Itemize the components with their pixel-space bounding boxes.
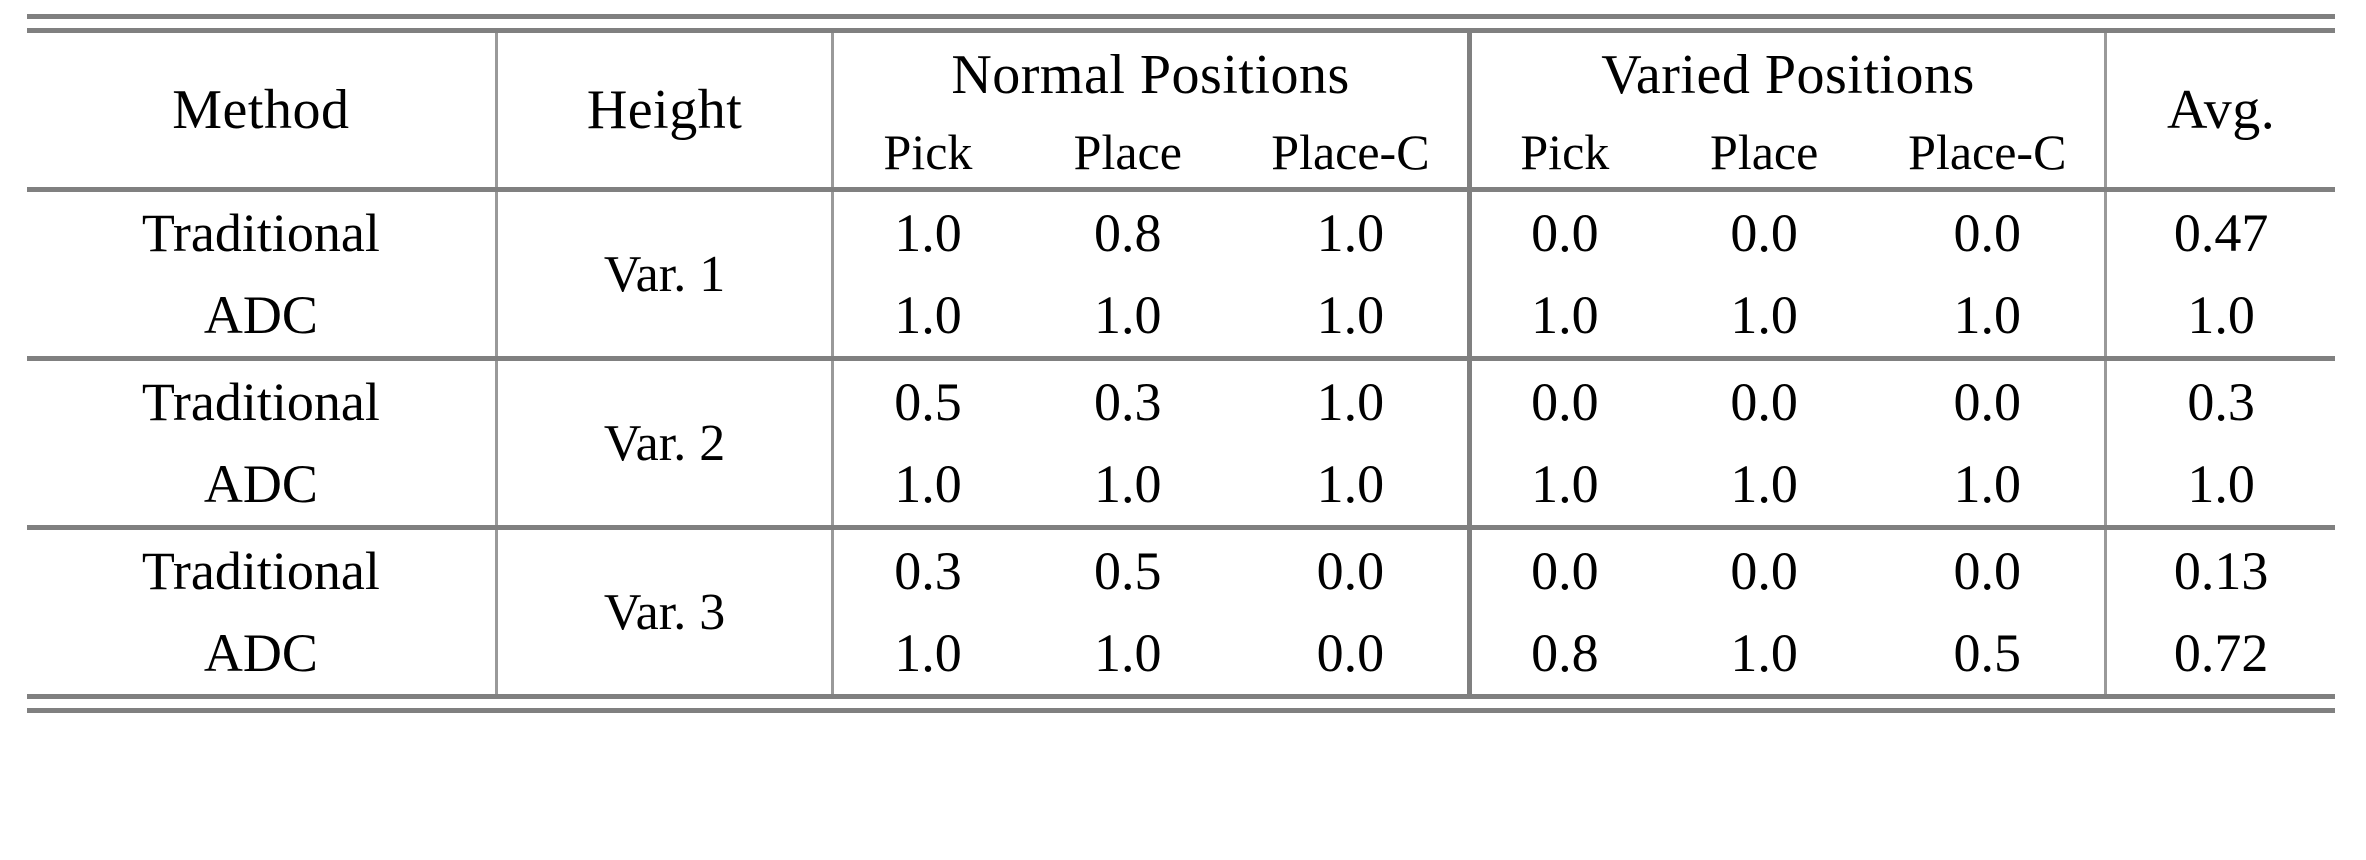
table-bottom-rule-inner <box>27 694 2335 699</box>
cell-normal-place: 0.3 <box>1021 356 1235 443</box>
cell-normal-place: 0.5 <box>1021 525 1235 612</box>
column-header-avg: Avg. <box>2166 79 2276 141</box>
cell-varied-pick: 1.0 <box>1531 285 1599 345</box>
table-row: ADC 1.0 1.0 1.0 1.0 1.0 1.0 1.0 <box>27 274 2335 359</box>
table-top-rule-outer <box>27 14 2335 19</box>
table-row: Traditional Var. 3 0.3 0.5 0.0 0.0 0.0 0… <box>27 525 2335 694</box>
cell-varied-place: 1.0 <box>1730 623 1798 683</box>
cell-method: Traditional <box>27 525 498 612</box>
cell-normal-place-c: 0.0 <box>1234 612 1472 694</box>
column-header-varied-place-c: Place-C <box>1870 117 2108 190</box>
table-row: ADC 1.0 1.0 1.0 1.0 1.0 1.0 1.0 <box>27 443 2335 528</box>
cell-method: Traditional <box>27 356 498 443</box>
column-group-header-varied-positions: Varied Positions <box>1469 33 2108 117</box>
cell-avg: 0.13 <box>2105 525 2335 612</box>
header-sub-row: Pick Place Place-C Pick Place Place-C <box>27 117 2335 190</box>
cell-normal-pick: 0.5 <box>832 356 1022 443</box>
cell-normal-place: 0.8 <box>1021 187 1235 274</box>
table-bottom-rule-gap <box>27 699 2335 708</box>
cell-method: ADC <box>27 443 498 528</box>
header-group-row: Method Height Normal Positions Varied Po… <box>27 33 2335 190</box>
column-header-varied-place: Place <box>1710 124 1819 180</box>
cell-height: Var. 2 <box>496 356 835 528</box>
table-header: Method Height Normal Positions Varied Po… <box>27 33 2335 190</box>
cell-height: Var. 3 <box>496 525 835 694</box>
cell-normal-place-c: 1.0 <box>1234 356 1472 443</box>
cell-varied-pick: 0.0 <box>1469 187 1658 274</box>
column-header-height: Height <box>496 33 835 190</box>
cell-normal-pick: 1.0 <box>894 454 962 514</box>
table-row: Traditional Var. 1 1.0 0.8 1.0 0.0 0.0 0… <box>27 187 2335 359</box>
cell-normal-place-c: 1.0 <box>1234 274 1472 359</box>
column-header-normal-place-c: Place-C <box>1234 117 1472 190</box>
cell-varied-pick: 0.0 <box>1469 525 1658 612</box>
cell-varied-place: 0.0 <box>1657 356 1871 443</box>
cell-normal-pick: 1.0 <box>894 623 962 683</box>
table-body: Traditional Var. 1 1.0 0.8 1.0 0.0 0.0 0… <box>27 187 2335 694</box>
cell-varied-place-c: 1.0 <box>1870 274 2108 359</box>
table-top-rule-inner <box>27 28 2335 33</box>
cell-normal-pick: 1.0 <box>832 187 1022 274</box>
cell-method: ADC <box>27 612 498 694</box>
cell-avg: 0.3 <box>2105 356 2335 443</box>
cell-method: Traditional <box>27 187 498 274</box>
table-bottom-rule-outer <box>27 708 2335 713</box>
column-header-varied-pick: Pick <box>1520 124 1610 180</box>
cell-normal-pick: 1.0 <box>894 285 962 345</box>
cell-avg: 1.0 <box>2187 454 2255 514</box>
cell-normal-place: 1.0 <box>1094 454 1162 514</box>
cell-avg: 1.0 <box>2187 285 2255 345</box>
cell-varied-place: 1.0 <box>1730 285 1798 345</box>
cell-method: ADC <box>27 274 498 359</box>
cell-varied-place-c: 0.0 <box>1870 356 2108 443</box>
cell-normal-place-c: 0.0 <box>1234 525 1472 612</box>
cell-height: Var. 1 <box>496 187 835 359</box>
column-group-header-normal-positions: Normal Positions <box>832 33 1472 117</box>
cell-normal-place: 1.0 <box>1094 623 1162 683</box>
cell-normal-pick: 0.3 <box>832 525 1022 612</box>
column-header-normal-pick: Pick <box>883 124 973 180</box>
table-row: ADC 1.0 1.0 0.0 0.8 1.0 0.5 0.72 <box>27 612 2335 694</box>
cell-normal-place-c: 1.0 <box>1234 443 1472 528</box>
cell-normal-place-c: 1.0 <box>1234 187 1472 274</box>
cell-varied-place-c: 0.5 <box>1870 612 2108 694</box>
table-top-rule-gap <box>27 19 2335 28</box>
table-row: Traditional Var. 2 0.5 0.3 1.0 0.0 0.0 0… <box>27 356 2335 528</box>
cell-varied-place: 0.0 <box>1657 525 1871 612</box>
cell-varied-place-c: 0.0 <box>1870 525 2108 612</box>
cell-avg: 0.72 <box>2173 623 2269 683</box>
cell-varied-pick: 0.0 <box>1469 356 1658 443</box>
results-table: Method Height Normal Positions Varied Po… <box>27 33 2335 694</box>
cell-varied-place-c: 1.0 <box>1870 443 2108 528</box>
column-header-method: Method <box>27 33 498 190</box>
cell-normal-place: 1.0 <box>1094 285 1162 345</box>
cell-varied-place: 1.0 <box>1730 454 1798 514</box>
results-table-container: Method Height Normal Positions Varied Po… <box>27 14 2335 713</box>
cell-varied-place-c: 0.0 <box>1870 187 2108 274</box>
cell-avg: 0.47 <box>2105 187 2335 274</box>
cell-varied-pick: 0.8 <box>1531 623 1599 683</box>
cell-varied-place: 0.0 <box>1657 187 1871 274</box>
column-header-normal-place: Place <box>1073 124 1182 180</box>
cell-varied-pick: 1.0 <box>1531 454 1599 514</box>
